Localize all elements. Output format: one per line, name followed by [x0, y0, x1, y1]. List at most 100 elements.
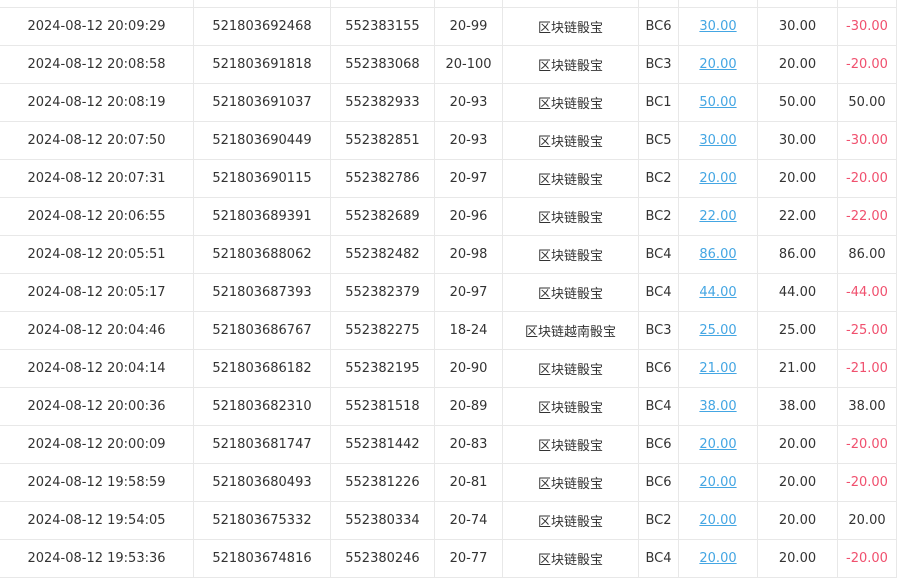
bet-amount-cell: 20.00	[678, 539, 758, 578]
game-name-cell: 区块链骰宝	[502, 463, 639, 502]
order-id-cell: 521803675332	[193, 501, 331, 540]
bet-time-cell: 2024-08-12 20:00:36	[0, 387, 194, 426]
table-row: 2024-08-12 20:04:14 521803686182 552382195…	[0, 349, 897, 388]
game-name-cell: 区块链骰宝	[502, 387, 639, 426]
bet-amount-link[interactable]: 20.00	[699, 513, 737, 528]
table-row: 2024-08-12 20:05:17 521803687393 552382379…	[0, 273, 897, 312]
win-loss-cell: 20.00	[837, 501, 897, 540]
valid-amount-cell: 86.00	[757, 235, 838, 274]
issue-cell: 20-97	[434, 159, 503, 198]
game-name-cell: 区块链骰宝	[502, 83, 639, 122]
table-code-cell: BC4	[638, 539, 679, 578]
table-row: 2024-08-12 20:08:19 521803691037 552382933…	[0, 83, 897, 122]
valid-amount-cell: 30.00	[757, 7, 838, 46]
bet-amount-link[interactable]: 86.00	[699, 247, 737, 262]
table-row: 2024-08-12 20:05:51 521803688062 552382482…	[0, 235, 897, 274]
issue-cell: 20-77	[434, 539, 503, 578]
bet-amount-link[interactable]: 20.00	[699, 551, 737, 566]
valid-amount-cell: 30.00	[757, 121, 838, 160]
win-loss-cell: 86.00	[837, 235, 897, 274]
table-code-cell: BC2	[638, 197, 679, 236]
issue-cell: 18-24	[434, 311, 503, 350]
bet-amount-link[interactable]: 50.00	[699, 95, 737, 110]
win-loss-cell: -30.00	[837, 121, 897, 160]
round-id-cell: 552382379	[330, 273, 435, 312]
order-id-cell: 521803690449	[193, 121, 331, 160]
table-row: 2024-08-12 19:58:59 521803680493 552381226…	[0, 463, 897, 502]
round-id-cell: 552382482	[330, 235, 435, 274]
valid-amount-cell: 22.00	[757, 197, 838, 236]
game-name-cell: 区块链骰宝	[502, 273, 639, 312]
table-code-cell: BC6	[638, 425, 679, 464]
table-code-cell: BC4	[638, 273, 679, 312]
round-id-cell: 552382786	[330, 159, 435, 198]
game-name-cell: 区块链骰宝	[502, 349, 639, 388]
game-name-cell: 区块链骰宝	[502, 45, 639, 84]
bet-amount-link[interactable]: 30.00	[699, 133, 737, 148]
bet-amount-link[interactable]: 20.00	[699, 437, 737, 452]
bet-amount-link[interactable]: 22.00	[699, 209, 737, 224]
round-id-cell: 552381518	[330, 387, 435, 426]
issue-cell: 20-100	[434, 45, 503, 84]
win-loss-cell: -21.00	[837, 349, 897, 388]
round-id-cell: 552381442	[330, 425, 435, 464]
bet-amount-cell: 30.00	[678, 7, 758, 46]
order-id-cell: 521803680493	[193, 463, 331, 502]
table-row: 2024-08-12 19:54:05 521803675332 552380334…	[0, 501, 897, 540]
bet-amount-cell: 25.00	[678, 311, 758, 350]
game-name-cell: 区块链越南骰宝	[502, 311, 639, 350]
bet-amount-link[interactable]: 38.00	[699, 399, 737, 414]
valid-amount-cell: 38.00	[757, 387, 838, 426]
win-loss-cell: -20.00	[837, 425, 897, 464]
order-id-cell: 521803686182	[193, 349, 331, 388]
table-code-cell: BC2	[638, 159, 679, 198]
win-loss-cell: -30.00	[837, 7, 897, 46]
table-code-cell: BC6	[638, 349, 679, 388]
bet-time-cell: 2024-08-12 20:04:46	[0, 311, 194, 350]
bet-time-cell: 2024-08-12 20:07:31	[0, 159, 194, 198]
game-name-cell: 区块链骰宝	[502, 159, 639, 198]
bet-amount-link[interactable]: 20.00	[699, 171, 737, 186]
table-row: 2024-08-12 20:09:29 521803692468 552383155…	[0, 7, 897, 46]
bet-time-cell: 2024-08-12 20:08:19	[0, 83, 194, 122]
bet-time-cell: 2024-08-12 19:58:59	[0, 463, 194, 502]
bet-amount-link[interactable]: 25.00	[699, 323, 737, 338]
table-row: 2024-08-12 20:00:36 521803682310 552381518…	[0, 387, 897, 426]
valid-amount-cell: 20.00	[757, 463, 838, 502]
valid-amount-cell: 44.00	[757, 273, 838, 312]
bet-amount-cell: 50.00	[678, 83, 758, 122]
bet-time-cell: 2024-08-12 20:09:29	[0, 7, 194, 46]
round-id-cell: 552380334	[330, 501, 435, 540]
bet-amount-link[interactable]: 20.00	[699, 475, 737, 490]
bet-amount-link[interactable]: 30.00	[699, 19, 737, 34]
valid-amount-cell: 21.00	[757, 349, 838, 388]
bet-amount-link[interactable]: 21.00	[699, 361, 737, 376]
bet-amount-link[interactable]: 44.00	[699, 285, 737, 300]
win-loss-cell: 38.00	[837, 387, 897, 426]
round-id-cell: 552382195	[330, 349, 435, 388]
round-id-cell: 552380246	[330, 539, 435, 578]
round-id-cell: 552381226	[330, 463, 435, 502]
table-row: 2024-08-12 20:06:55 521803689391 552382689…	[0, 197, 897, 236]
win-loss-cell: -25.00	[837, 311, 897, 350]
game-name-cell: 区块链骰宝	[502, 197, 639, 236]
issue-cell: 20-98	[434, 235, 503, 274]
table-code-cell: BC2	[638, 501, 679, 540]
bet-time-cell: 2024-08-12 20:04:14	[0, 349, 194, 388]
table-code-cell: BC6	[638, 463, 679, 502]
bet-amount-link[interactable]: 20.00	[699, 57, 737, 72]
valid-amount-cell: 50.00	[757, 83, 838, 122]
bet-amount-cell: 38.00	[678, 387, 758, 426]
order-id-cell: 521803688062	[193, 235, 331, 274]
bet-time-cell: 2024-08-12 20:00:09	[0, 425, 194, 464]
win-loss-cell: -20.00	[837, 463, 897, 502]
valid-amount-cell: 20.00	[757, 45, 838, 84]
order-id-cell: 521803690115	[193, 159, 331, 198]
bet-amount-cell: 86.00	[678, 235, 758, 274]
win-loss-cell: -20.00	[837, 45, 897, 84]
game-name-cell: 区块链骰宝	[502, 501, 639, 540]
game-name-cell: 区块链骰宝	[502, 539, 639, 578]
table-row: 2024-08-12 20:07:50 521803690449 552382851…	[0, 121, 897, 160]
table-row: 2024-08-12 20:08:58 521803691818 552383068…	[0, 45, 897, 84]
bet-time-cell: 2024-08-12 20:05:51	[0, 235, 194, 274]
